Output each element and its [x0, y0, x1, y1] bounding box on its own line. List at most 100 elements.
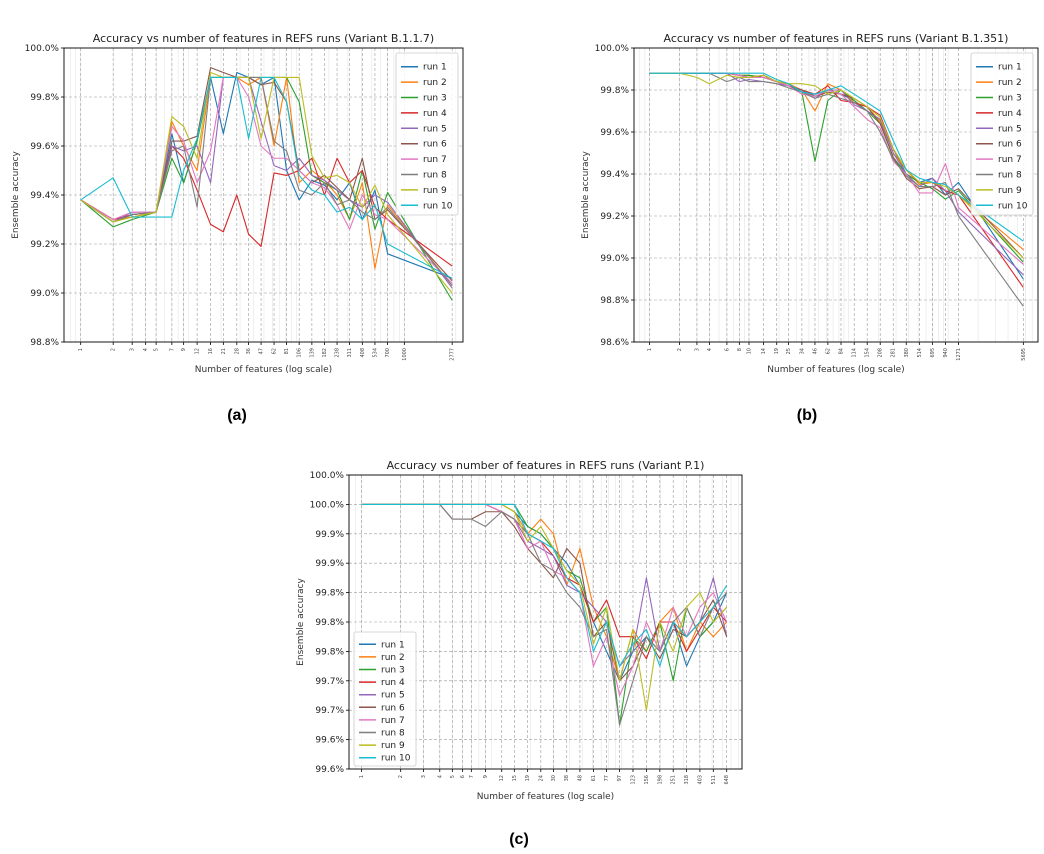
panel-label-c: (c) — [509, 831, 529, 848]
legend-entry: run 7 — [381, 716, 405, 726]
y-tick-label: 100.0% — [310, 500, 345, 510]
x-tick-label: 12 — [195, 348, 201, 354]
x-tick-label: 16 — [208, 348, 214, 354]
legend-entry: run 4 — [423, 109, 447, 119]
y-tick-label: 99.6% — [600, 128, 629, 138]
y-tick-label: 99.7% — [315, 706, 344, 716]
legend-entry: run 2 — [381, 653, 405, 663]
x-tick-label: 1271 — [956, 348, 962, 361]
x-tick-label: 940 — [943, 348, 949, 358]
x-tick-label: 8 — [737, 348, 743, 351]
chart-title: Accuracy vs number of features in REFS r… — [387, 459, 705, 472]
y-tick-label: 100.0% — [25, 44, 60, 54]
series-line-run-2 — [649, 72, 1024, 251]
x-tick-label: 318 — [684, 775, 690, 785]
y-tick-label: 99.6% — [315, 736, 344, 746]
y-tick-label: 99.7% — [315, 677, 344, 687]
legend-entry: run 7 — [998, 155, 1022, 165]
series-line-run-4 — [649, 72, 1024, 288]
x-tick-label: 380 — [904, 348, 910, 358]
x-tick-label: 10 — [746, 348, 752, 354]
x-tick-label: 139 — [309, 348, 315, 358]
y-tick-label: 99.0% — [600, 254, 629, 264]
y-axis-label: Ensemble accuracy — [11, 151, 21, 239]
x-tick-label: 2777 — [450, 348, 456, 361]
x-tick-label: 21 — [221, 348, 227, 354]
x-tick-label: 62 — [272, 348, 278, 354]
panel-label-a: (a) — [227, 407, 247, 424]
legend-entry: run 4 — [998, 109, 1022, 119]
legend-entry: run 1 — [381, 640, 405, 650]
x-tick-label: 154 — [865, 348, 871, 358]
series-line-run-8 — [361, 503, 728, 726]
x-tick-label: 106 — [297, 348, 303, 358]
x-tick-label: 6 — [724, 348, 730, 351]
legend-entry: run 1 — [998, 63, 1022, 73]
x-tick-label: 238 — [335, 348, 341, 358]
x-tick-label: 4 — [707, 348, 713, 351]
x-tick-label: 198 — [657, 775, 663, 785]
y-tick-label: 99.8% — [600, 86, 629, 96]
x-tick-label: 97 — [617, 775, 623, 781]
x-tick-label: 28 — [234, 348, 240, 354]
y-tick-label: 98.8% — [600, 296, 629, 306]
legend-entry: run 9 — [998, 186, 1022, 196]
y-tick-label: 100.0% — [310, 471, 345, 481]
x-tick-label: 19 — [774, 348, 780, 354]
series-line-run-7 — [80, 76, 453, 284]
legend-entry: run 6 — [998, 140, 1022, 150]
axes-frame — [348, 474, 743, 770]
legend-entry: run 6 — [381, 703, 405, 713]
y-tick-label: 99.4% — [600, 170, 629, 180]
x-tick-label: 251 — [671, 775, 677, 785]
y-tick-label: 99.4% — [30, 191, 59, 201]
y-axis-label: Ensemble accuracy — [581, 151, 591, 239]
x-tick-label: 1 — [78, 348, 84, 351]
x-tick-label: 123 — [630, 775, 636, 785]
x-tick-label: 61 — [591, 775, 597, 781]
x-tick-label: 48 — [577, 775, 583, 781]
y-tick-label: 100.0% — [595, 44, 630, 54]
legend-entry: run 9 — [423, 186, 447, 196]
axes-frame — [63, 47, 464, 343]
x-tick-label: 9 — [483, 775, 489, 778]
x-tick-label: 114 — [852, 348, 858, 358]
x-tick-label: 5 — [450, 775, 456, 778]
y-tick-label: 99.8% — [30, 93, 59, 103]
x-axis-label: Number of features (log scale) — [477, 792, 614, 802]
legend-entry: run 5 — [423, 124, 447, 134]
chart-title: Accuracy vs number of features in REFS r… — [93, 32, 434, 45]
legend-entry: run 8 — [423, 171, 447, 181]
x-tick-label: 3 — [130, 348, 136, 351]
x-tick-label: 511 — [711, 775, 717, 785]
x-tick-label: 62 — [825, 348, 831, 354]
chart-c: 99.6% 99.6% 99.7% 99.7% 99.8% 99.8% 99.8% 99.9%… — [296, 459, 743, 802]
x-tick-label: 1 — [359, 775, 365, 778]
series-line-run-1 — [649, 72, 1024, 280]
x-tick-label: 408 — [360, 348, 366, 358]
x-tick-label: 5 — [154, 348, 160, 351]
y-tick-label: 98.6% — [600, 338, 629, 348]
axes-frame — [633, 47, 1039, 343]
series-line-run-8 — [649, 72, 1024, 307]
y-tick-label: 99.8% — [315, 589, 344, 599]
x-axis-label: Number of features (log scale) — [195, 365, 332, 375]
series-line-run-10 — [649, 72, 1024, 242]
series-line-run-5 — [80, 76, 453, 289]
y-tick-label: 98.8% — [30, 338, 59, 348]
x-tick-label: 208 — [878, 348, 884, 358]
x-tick-label: 24 — [538, 775, 544, 781]
x-tick-label: 81 — [284, 348, 290, 354]
legend-entry: run 7 — [423, 155, 447, 165]
x-tick-label: 12 — [499, 775, 505, 781]
series-line-run-10 — [80, 76, 453, 279]
x-tick-label: 84 — [838, 348, 844, 354]
legend-entry: run 1 — [423, 63, 447, 73]
legend-entry: run 3 — [998, 94, 1022, 104]
legend: run 1 run 2 run 3 run 4 run 5 run 6 run 7 run 8… — [353, 631, 417, 767]
x-tick-label: 19 — [525, 775, 531, 781]
legend: run 1 run 2 run 3 run 4 run 5 run 6 run 7 run 8… — [970, 52, 1034, 216]
x-tick-label: 4 — [143, 348, 149, 351]
x-tick-label: 38 — [564, 775, 570, 781]
